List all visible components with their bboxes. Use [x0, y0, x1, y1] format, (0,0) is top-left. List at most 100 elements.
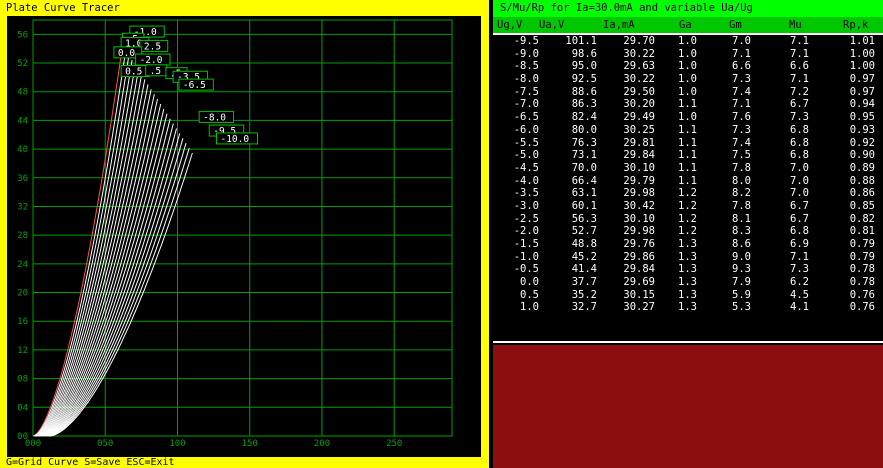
table-cell: 7.8: [732, 199, 751, 212]
table-cell: 0.79: [849, 250, 875, 263]
y-tick-label: 12: [17, 346, 28, 356]
table-cell: 29.86: [623, 250, 655, 263]
table-cell: 1.3: [678, 288, 697, 301]
table-cell: 30.42: [623, 199, 655, 212]
table-cell: 29.69: [623, 276, 655, 289]
x-tick-label: 050: [97, 439, 113, 449]
table-cell: 1.3: [678, 301, 697, 314]
table-cell: 1.0: [520, 301, 539, 314]
table-cell: 6.6: [790, 60, 809, 73]
table-cell: 8.2: [732, 187, 751, 200]
table-row: -2.0 52.7 29.98 1.2 8.3 6.8 0.81: [493, 225, 883, 238]
table-cell: 70.0: [571, 161, 597, 174]
table-cell: 6.2: [790, 276, 809, 289]
x-tick-label: 100: [169, 439, 185, 449]
table-cell: 1.3: [678, 250, 697, 263]
table-cell: 1.0: [678, 35, 697, 47]
curve-label: 0.5: [125, 67, 142, 78]
table-row: -5.0 73.1 29.84 1.1 7.5 6.8 0.90: [493, 149, 883, 162]
y-tick-label: 48: [17, 88, 28, 98]
curve-label: -9.5: [213, 126, 236, 137]
table-row: -8.5 95.0 29.63 1.0 6.6 6.6 1.00: [493, 60, 883, 73]
plate-curve: [34, 54, 130, 437]
y-tick-label: 40: [17, 145, 28, 155]
table-cell: 6.7: [790, 199, 809, 212]
y-tick-label: 08: [17, 375, 28, 385]
table-cell: 30.27: [623, 301, 655, 314]
y-tick-label: 20: [17, 289, 28, 299]
table-cell: -2.0: [513, 225, 539, 238]
table-cell: 4.5: [790, 288, 809, 301]
table-cell: 0.97: [849, 73, 875, 86]
table-cell: 1.2: [678, 199, 697, 212]
table-cell: 7.1: [732, 98, 751, 111]
table-cell: -8.0: [513, 73, 539, 86]
table-row: 1.0 32.7 30.27 1.3 5.3 4.1 0.76: [493, 301, 883, 314]
y-tick-label: 00: [17, 432, 28, 442]
table-cell: 29.49: [623, 111, 655, 124]
table-cell: 7.0: [790, 187, 809, 200]
table-row: 0.0 37.7 29.69 1.3 7.9 6.2 0.78: [493, 276, 883, 289]
table-cell: 48.8: [571, 238, 597, 250]
table-cell: 0.97: [849, 85, 875, 98]
table-cell: 7.4: [732, 85, 751, 98]
curve-label-box: [113, 46, 143, 59]
table-cell: 37.7: [571, 276, 597, 289]
table-row: -5.5 76.3 29.81 1.1 7.4 6.8 0.92: [493, 137, 883, 150]
y-tick-label: 44: [17, 116, 28, 126]
table-cell: 7.5: [732, 149, 751, 162]
table-row: -7.5 88.6 29.50 1.0 7.4 7.2 0.97: [493, 86, 883, 99]
table-cell: -1.0: [513, 250, 539, 263]
column-header: Mu: [789, 19, 802, 31]
table-cell: 30.25: [623, 123, 655, 136]
y-tick-label: 32: [17, 202, 28, 212]
table-cell: 7.9: [732, 276, 751, 289]
table-cell: 52.7: [571, 225, 597, 238]
table-cell: 1.2: [678, 212, 697, 225]
table-cell: -5.5: [513, 136, 539, 149]
table-row: -7.0 86.3 30.20 1.1 7.1 6.7 0.94: [493, 98, 883, 111]
table-cell: 30.10: [623, 161, 655, 174]
table-cell: 7.4: [732, 136, 751, 149]
plate-curve-plot[interactable]: 56 52 48 44 40 36 32 28 24 20 16 12 08 04 00 000 050 100 1…: [7, 16, 481, 457]
table-cell: 1.1: [678, 149, 697, 162]
table-cell: 6.7: [790, 212, 809, 225]
plate-curve: [45, 123, 174, 437]
table-cell: -2.5: [513, 212, 539, 225]
table-cell: 63.1: [571, 187, 597, 200]
table-cell: 0.5: [520, 288, 539, 301]
curve-label: 0.0: [118, 48, 135, 59]
y-tick-label: 04: [17, 403, 28, 413]
table-row: -6.5 82.4 29.49 1.0 7.6 7.3 0.95: [493, 111, 883, 124]
table-cell: 29.63: [623, 60, 655, 73]
table-cell: -0.5: [513, 263, 539, 276]
table-cell: 0.76: [849, 288, 875, 301]
table-cell: 0.86: [849, 187, 875, 200]
table-cell: 35.2: [571, 288, 597, 301]
y-tick-label: 16: [17, 317, 28, 327]
table-cell: -6.5: [513, 111, 539, 124]
table-cell: 0.78: [849, 276, 875, 289]
table-cell: 1.00: [849, 47, 875, 60]
plate-curve: [42, 103, 162, 437]
curve-label: 1.0: [125, 39, 142, 50]
table-cell: 30.20: [623, 98, 655, 111]
curve-label: -3.5: [177, 72, 200, 83]
table-cell: 1.2: [678, 187, 697, 200]
table-cell: 0.76: [849, 301, 875, 314]
table-cell: 60.1: [571, 199, 597, 212]
curve-label: -2.0: [140, 55, 163, 66]
table-cell: 1.00: [849, 60, 875, 73]
table-cell: 7.1: [790, 73, 809, 86]
table-cell: 0.85: [849, 199, 875, 212]
plate-curve: [42, 108, 165, 437]
key-hint-footer: G=Grid Curve S=Save ESC=Exit: [6, 457, 175, 468]
table-cell: 1.1: [678, 174, 697, 187]
table-cell: 73.1: [571, 149, 597, 162]
table-cell: 101.1: [565, 35, 597, 47]
table-cell: -4.5: [513, 161, 539, 174]
column-header: Ga: [679, 19, 692, 31]
table-cell: 6.6: [732, 60, 751, 73]
y-tick-label: 24: [17, 260, 28, 270]
table-row: -8.0 92.5 30.22 1.0 7.3 7.1 0.97: [493, 73, 883, 86]
